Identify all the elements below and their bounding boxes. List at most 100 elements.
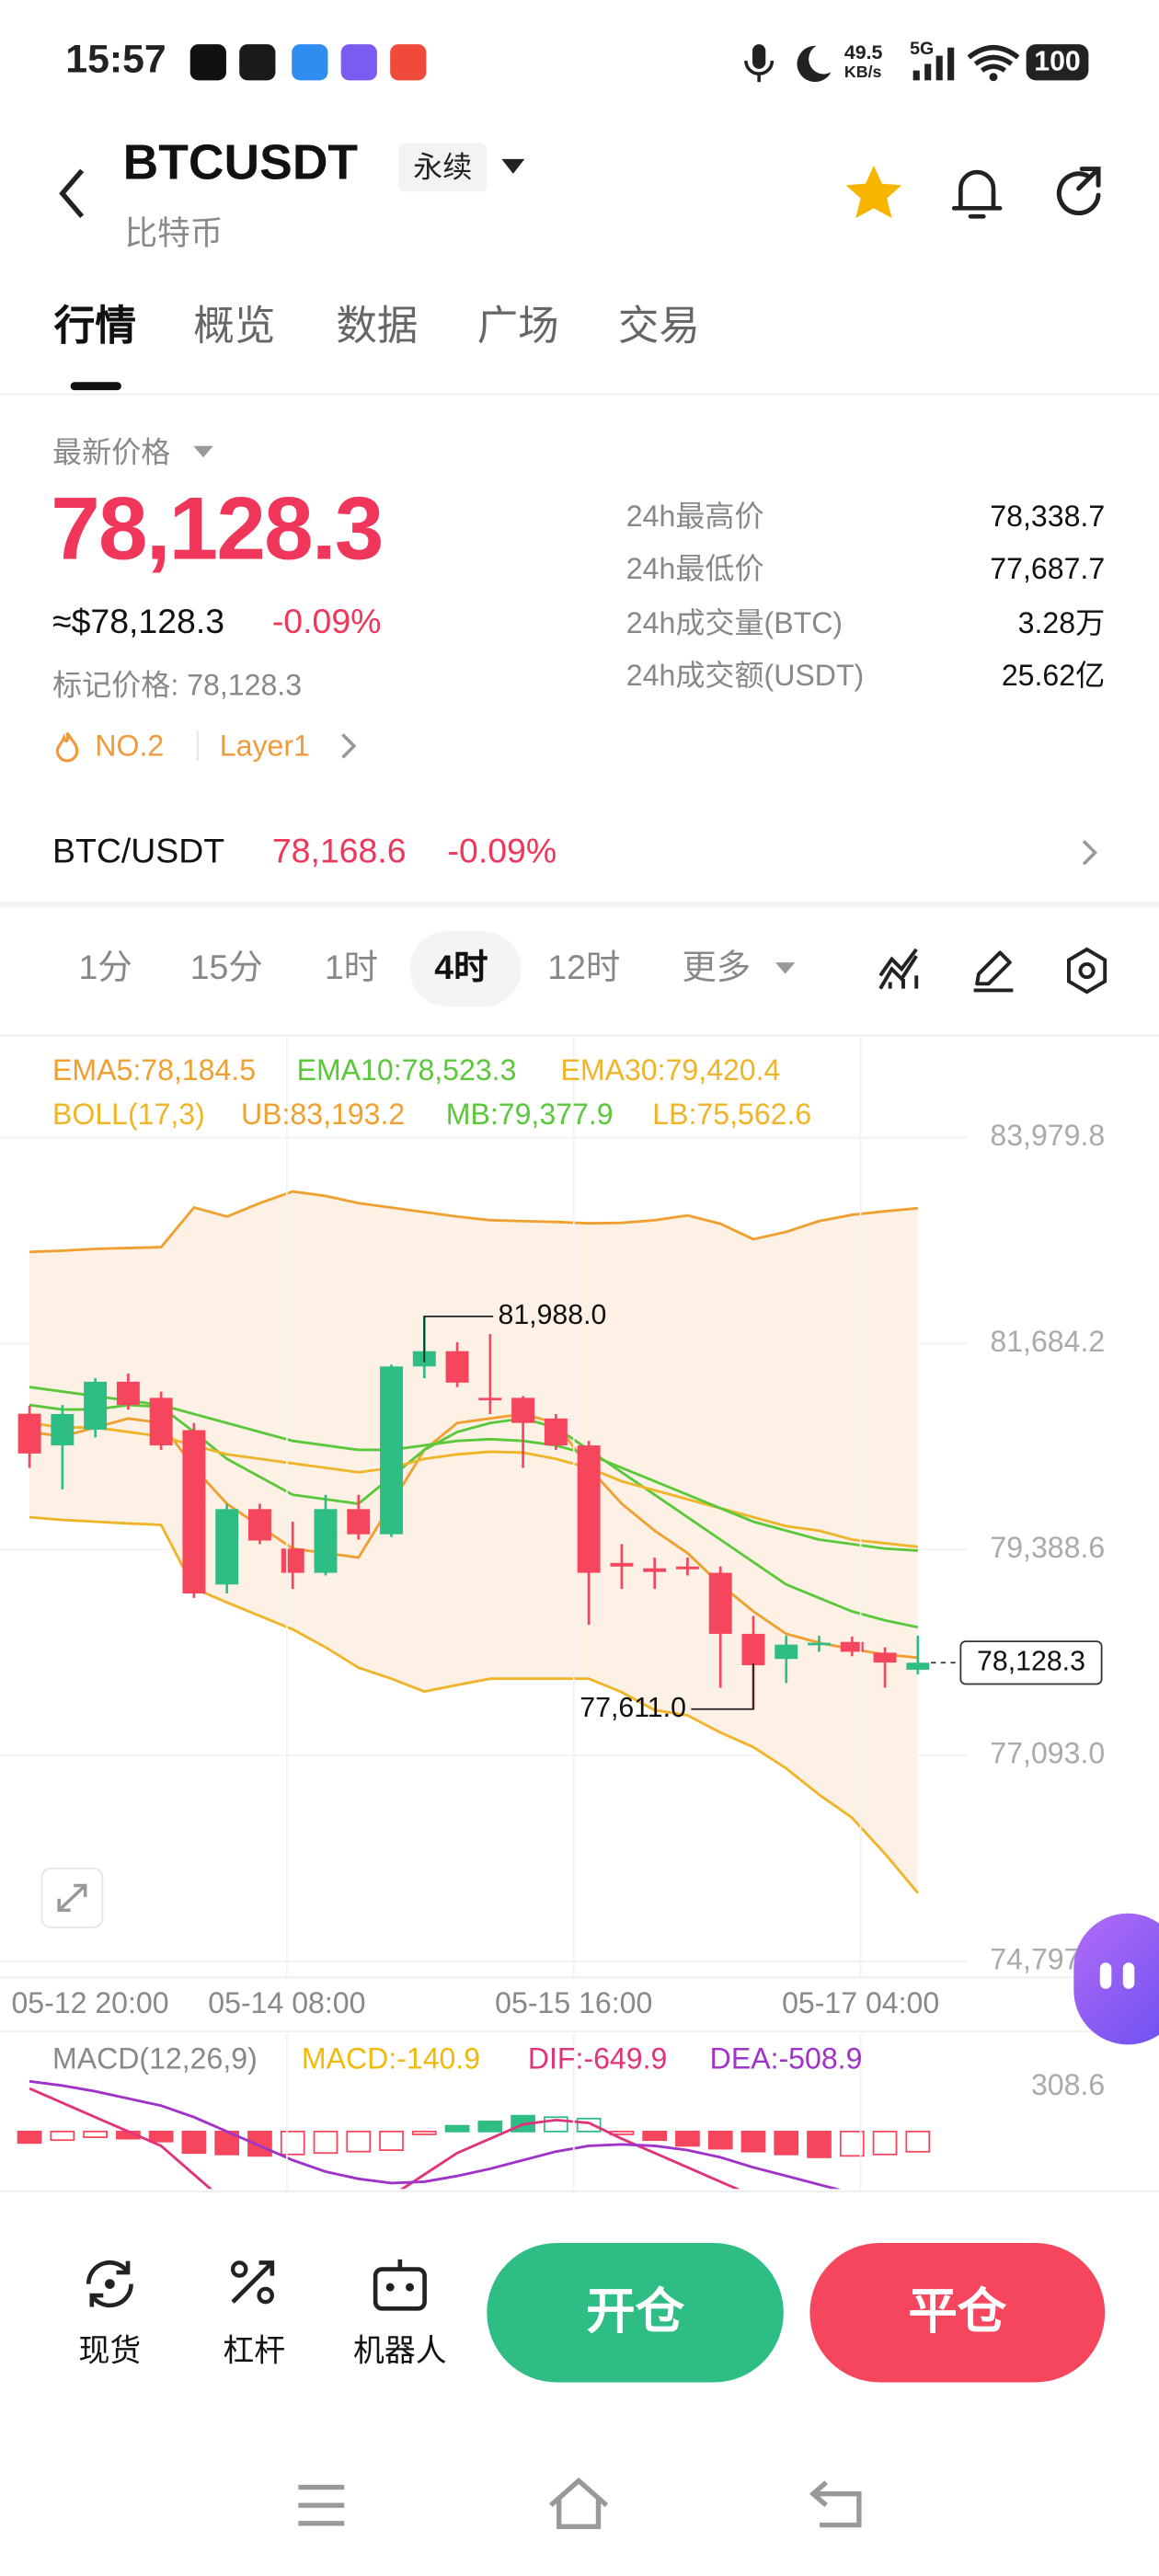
chevron[interactable] <box>338 731 357 761</box>
candle-body <box>775 1644 798 1660</box>
candle-body <box>840 1641 864 1652</box>
alert-bell[interactable] <box>947 162 1006 224</box>
close-position-button[interactable]: 平仓 <box>809 2243 1106 2383</box>
indicator-label: UB:83,193.2 <box>241 1098 405 1131</box>
macd-bar <box>346 2130 372 2153</box>
draw-button[interactable] <box>969 946 1017 995</box>
tab[interactable]: 数据 <box>336 303 419 350</box>
spot-icon[interactable] <box>79 2253 142 2316</box>
y-tick-label: 79,388.6 <box>990 1531 1105 1564</box>
rank-tag[interactable]: NO.2 <box>95 730 165 763</box>
tab[interactable]: 概览 <box>193 303 276 350</box>
sector-tag[interactable]: Layer1 <box>219 730 310 763</box>
app-icon <box>189 44 226 81</box>
macd-bar <box>675 2130 700 2147</box>
spot-pair[interactable]: BTC/USDT <box>52 833 225 871</box>
low-label: 77,611.0 <box>580 1693 686 1723</box>
nav-home[interactable] <box>545 2473 614 2536</box>
indicator-button[interactable] <box>876 946 924 995</box>
candle-body <box>116 1381 140 1406</box>
interval[interactable]: 1分 <box>78 949 132 987</box>
macd-bar <box>872 2130 898 2156</box>
candle-body <box>610 1562 634 1567</box>
overlay-line <box>29 1421 918 1548</box>
macd-bar <box>444 2124 470 2133</box>
stat-label: 24h最低价 <box>625 552 764 586</box>
candle-body <box>281 1548 304 1573</box>
divider <box>0 1034 1159 1037</box>
stat-value: 3.28万 <box>1017 606 1106 640</box>
macd-bar <box>83 2130 108 2138</box>
y-tick-label: 83,979.8 <box>990 1119 1105 1152</box>
action-label[interactable]: 机器人 <box>353 2334 447 2370</box>
macd-bar <box>707 2130 733 2150</box>
candle-body <box>906 1662 930 1670</box>
x-tick-label: 05-14 08:00 <box>208 1986 365 2019</box>
nav-back[interactable] <box>807 2476 869 2532</box>
interval[interactable]: 4时 <box>434 949 488 987</box>
settings-button[interactable] <box>1062 946 1111 995</box>
bot-icon[interactable] <box>369 2253 431 2316</box>
indicator-label: MB:79,377.9 <box>446 1098 614 1131</box>
action-label[interactable]: 现货 <box>78 2334 142 2370</box>
assistant-bubble[interactable] <box>1073 1913 1159 2045</box>
stat-value: 25.62亿 <box>1001 659 1106 693</box>
share-button[interactable] <box>1050 162 1112 224</box>
tab[interactable]: 交易 <box>617 303 701 350</box>
stat-label: 24h成交量(BTC) <box>625 606 843 640</box>
macd-bar <box>774 2130 799 2156</box>
open-position-button[interactable]: 开仓 <box>487 2243 784 2383</box>
candle-body <box>544 1418 568 1446</box>
x-tick-label: 05-12 20:00 <box>11 1986 168 2019</box>
asset-name: 比特币 <box>124 216 224 253</box>
margin-icon[interactable] <box>223 2253 285 2316</box>
interval[interactable]: 12时 <box>547 949 621 987</box>
interval[interactable]: 15分 <box>189 949 263 987</box>
macd-bar <box>740 2130 766 2153</box>
contract-type[interactable]: 永续 <box>398 143 488 192</box>
x-tick-label: 05-17 04:00 <box>782 1986 939 2019</box>
stat-label: 24h成交额(USDT) <box>625 659 865 693</box>
tab[interactable]: 广场 <box>476 303 559 350</box>
macd-line <box>29 2079 842 2190</box>
interval[interactable]: 更多 <box>682 949 752 987</box>
macd-bar <box>379 2130 404 2152</box>
favorite-star[interactable] <box>843 162 905 221</box>
chevron[interactable] <box>1079 838 1098 868</box>
last-price-box <box>959 1640 1103 1685</box>
action-label[interactable]: 杠杆 <box>223 2334 286 2370</box>
dropdown-arrow[interactable] <box>772 960 798 979</box>
signal-wifi-icons <box>912 45 1020 82</box>
usd-price: ≈$78,128.3 <box>52 603 225 641</box>
dropdown-arrow[interactable] <box>190 443 217 462</box>
y-tick-label: 81,684.2 <box>990 1325 1105 1358</box>
last-price: 78,128.3 <box>51 480 384 580</box>
overlay-line <box>29 1190 918 1254</box>
expand-button[interactable] <box>40 1867 104 1928</box>
overlay-line <box>29 1515 919 1894</box>
macd-bar <box>181 2130 207 2155</box>
macd-bar <box>642 2130 668 2142</box>
expand-icon <box>57 1883 87 1913</box>
macd-bar <box>148 2130 174 2143</box>
candle-body <box>708 1572 732 1634</box>
dropdown-arrow[interactable] <box>499 155 528 178</box>
back-button[interactable] <box>52 164 92 223</box>
mic-moon-icons <box>744 44 832 83</box>
symbol[interactable]: BTCUSDT <box>122 135 359 190</box>
app-icon <box>239 44 276 81</box>
app-icon <box>292 44 328 81</box>
nav-menu[interactable] <box>292 2479 350 2532</box>
clock: 15:57 <box>65 37 166 83</box>
overlay-line <box>29 1412 918 1660</box>
interval[interactable]: 1时 <box>324 949 379 987</box>
candle-body <box>17 1413 41 1454</box>
candle-body <box>51 1413 75 1446</box>
battery-level: 100 <box>1034 45 1081 77</box>
tab[interactable]: 行情 <box>53 303 136 350</box>
y-tick-label: 77,093.0 <box>990 1737 1105 1770</box>
boll-band <box>29 1191 918 1893</box>
price-label: 最新价格 <box>52 436 171 469</box>
macd-title: MACD(12,26,9) <box>52 2042 258 2076</box>
